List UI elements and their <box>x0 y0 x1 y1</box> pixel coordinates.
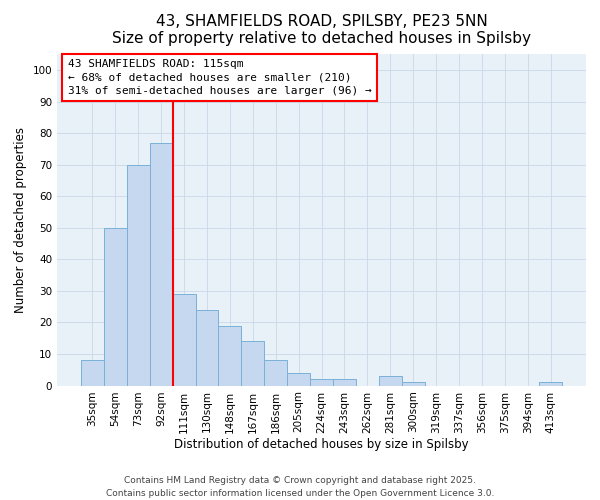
Title: 43, SHAMFIELDS ROAD, SPILSBY, PE23 5NN
Size of property relative to detached hou: 43, SHAMFIELDS ROAD, SPILSBY, PE23 5NN S… <box>112 14 531 46</box>
Bar <box>333 380 356 386</box>
Y-axis label: Number of detached properties: Number of detached properties <box>14 127 27 313</box>
Bar <box>218 326 241 386</box>
Bar <box>264 360 287 386</box>
Bar <box>127 165 150 386</box>
Bar <box>241 342 264 386</box>
Bar <box>196 310 218 386</box>
Bar <box>150 142 173 386</box>
Bar <box>287 373 310 386</box>
Text: Contains HM Land Registry data © Crown copyright and database right 2025.
Contai: Contains HM Land Registry data © Crown c… <box>106 476 494 498</box>
X-axis label: Distribution of detached houses by size in Spilsby: Distribution of detached houses by size … <box>174 438 469 451</box>
Bar <box>539 382 562 386</box>
Bar <box>173 294 196 386</box>
Bar <box>401 382 425 386</box>
Text: 43 SHAMFIELDS ROAD: 115sqm
← 68% of detached houses are smaller (210)
31% of sem: 43 SHAMFIELDS ROAD: 115sqm ← 68% of deta… <box>68 60 371 96</box>
Bar <box>104 228 127 386</box>
Bar <box>379 376 401 386</box>
Bar <box>310 380 333 386</box>
Bar <box>81 360 104 386</box>
